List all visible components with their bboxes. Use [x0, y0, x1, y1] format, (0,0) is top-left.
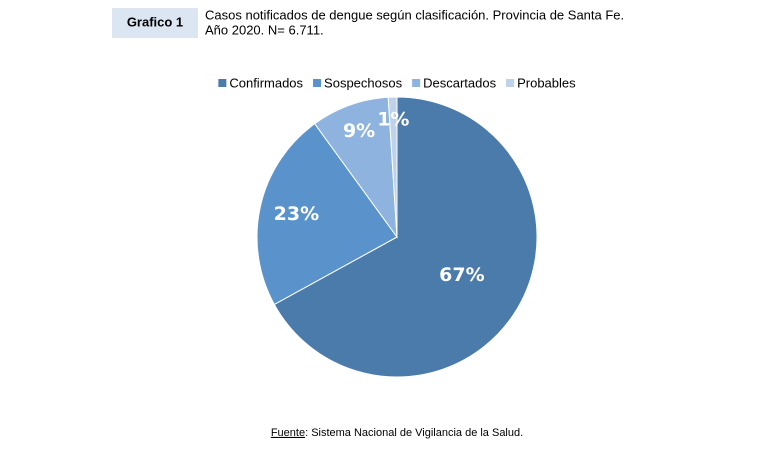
pie-slice — [273, 96, 538, 378]
pie-slice — [256, 123, 398, 306]
data-label: 23% — [274, 203, 319, 225]
pie-slice — [387, 96, 398, 238]
legend-label: Sospechosos — [324, 75, 403, 90]
legend-label: Probables — [517, 75, 576, 90]
source-text: : Sistema Nacional de Vigilancia de la S… — [305, 427, 523, 439]
source: Fuente : Sistema Nacional de Vigilancia … — [271, 427, 523, 439]
data-label: 9% — [343, 120, 375, 142]
figure-label: Grafico 1 — [127, 14, 183, 29]
chart-title: Año 2020. N= 6.711. — [205, 22, 324, 37]
source-label: Fuente — [271, 427, 305, 439]
legend-marker — [412, 79, 421, 87]
data-label: 67% — [439, 264, 484, 286]
legend-marker — [506, 79, 515, 87]
legend-marker — [313, 79, 322, 87]
pie-slice — [314, 96, 398, 239]
data-label: 1% — [377, 109, 409, 131]
chart-title: Casos notificados de dengue según clasif… — [205, 7, 624, 22]
legend-marker — [218, 79, 227, 87]
legend-label: Descartados — [423, 75, 496, 90]
legend-label: Confirmados — [229, 75, 303, 90]
figure-label-box — [112, 8, 198, 38]
